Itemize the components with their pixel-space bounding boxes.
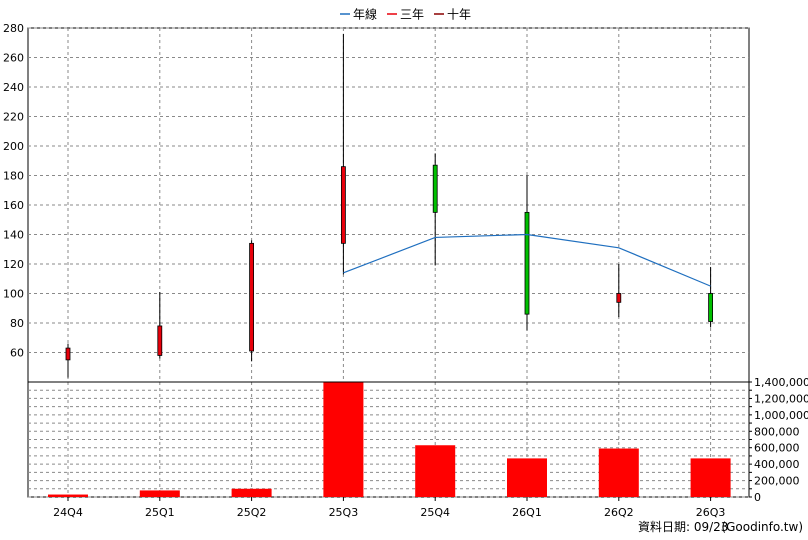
candle-body [524,211,530,315]
volume-bar [231,488,272,497]
candle-body [249,242,255,352]
volume-tick-label: 600,000 [754,442,800,455]
volume-tick-label: 1,400,000 [754,376,808,389]
volume-panel: 0 200,000 400,000 600,000 800,000 1,000,000 1,… [27,376,808,504]
price-tick-label: 140 [3,229,24,242]
x-tick-label: 25Q4 [420,506,450,519]
candle-body [340,166,346,244]
volume-bar [507,458,547,497]
x-tick-label: 25Q3 [329,506,359,519]
x-axis: 24Q4 25Q1 25Q2 25Q3 25Q4 26Q1 26Q2 26Q3 [53,497,725,519]
candle-body [65,347,71,361]
x-tick-label: 26Q2 [604,506,634,519]
candle-body [157,325,163,356]
volume-tick-label: 400,000 [754,458,800,471]
price-tick-label: 260 [3,52,24,65]
candle-body [708,293,713,322]
data-source-label: (Goodinfo.tw) [721,520,803,534]
legend-label: 十年 [447,8,471,22]
volume-tick-label: 800,000 [754,425,800,438]
volume-tick-label: 1,200,000 [754,392,808,405]
price-tick-label: 60 [10,347,24,360]
volume-bar [139,490,180,497]
price-tick-label: 120 [3,258,24,271]
price-tick-label: 240 [3,81,24,94]
data-date-label: 資料日期: 09/23 [638,520,728,534]
volume-bar [690,458,731,497]
price-tick-label: 280 [3,22,24,35]
price-tick-label: 80 [10,317,24,330]
legend-label: 三年 [400,8,424,22]
price-tick-label: 100 [3,288,24,301]
candle-body [616,293,622,303]
candle-body [432,164,438,213]
volume-bar [48,494,88,497]
volume-tick-label: 0 [754,491,761,504]
volume-bar [598,448,639,497]
x-tick-label: 25Q1 [145,506,175,519]
price-tick-label: 160 [3,199,24,212]
x-tick-label: 26Q1 [512,506,542,519]
x-tick-label: 26Q3 [696,506,726,519]
annual-line-series [343,233,711,287]
price-panel: 60 80 100 120 140 160 180 200 220 240 260 280 [3,22,750,497]
x-tick-label: 25Q2 [237,506,267,519]
price-tick-label: 220 [3,111,24,124]
volume-tick-label: 1,000,000 [754,409,808,422]
volume-tick-label: 200,000 [754,475,800,488]
price-tick-label: 180 [3,170,24,183]
volume-bar [415,445,456,497]
price-tick-label: 200 [3,140,24,153]
chart-legend: 年線 三年 十年 [340,7,471,22]
x-tick-label: 24Q4 [53,506,83,519]
legend-label: 年線 [353,7,377,22]
volume-bar [323,382,364,497]
